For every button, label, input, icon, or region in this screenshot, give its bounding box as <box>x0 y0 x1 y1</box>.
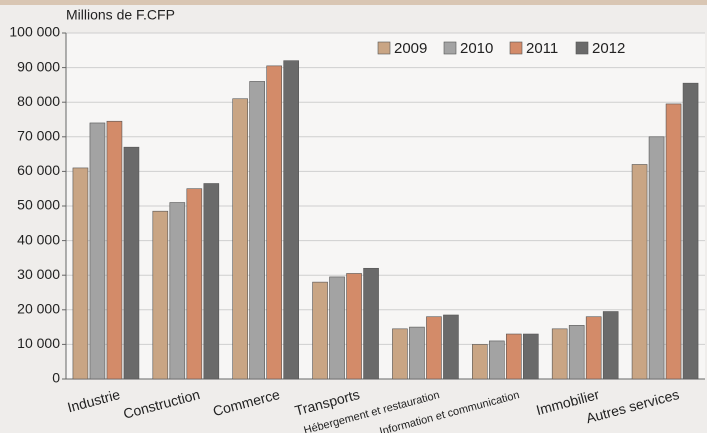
y-tick-label: 10 000 <box>17 335 60 351</box>
bar <box>152 210 169 380</box>
legend-swatch <box>509 41 523 55</box>
bar <box>506 333 522 380</box>
y-tick-label: 90 000 <box>17 58 60 74</box>
bar <box>106 120 123 380</box>
x-tick-label: Industrie <box>66 386 122 415</box>
bar <box>602 311 619 380</box>
legend-label: 2012 <box>592 40 625 57</box>
bar <box>665 103 682 380</box>
bar <box>443 314 459 380</box>
y-tick-label: 20 000 <box>17 301 60 317</box>
y-axis-title: Millions de F.CFP <box>66 7 175 23</box>
y-tick-label: 40 000 <box>17 231 60 247</box>
bar <box>682 82 699 380</box>
legend-swatch <box>377 41 391 55</box>
bar <box>283 60 299 380</box>
bar <box>123 146 140 380</box>
legend-label: 2011 <box>526 40 558 57</box>
y-tick-label: 30 000 <box>17 266 60 282</box>
x-tick-label: Autres services <box>584 386 681 426</box>
legend-swatch <box>443 41 457 55</box>
bar <box>186 188 203 380</box>
legend-swatch <box>575 41 589 55</box>
y-tick-label: 80 000 <box>17 93 60 109</box>
bar <box>346 273 362 380</box>
y-tick-label: 100 000 <box>9 24 60 40</box>
bar <box>523 333 539 380</box>
y-tick-label: 0 <box>52 370 60 386</box>
bar <box>551 328 568 380</box>
bar <box>249 81 265 380</box>
bar <box>232 98 248 380</box>
bar <box>169 202 186 380</box>
bar <box>89 122 106 380</box>
bar <box>72 167 89 380</box>
bar <box>648 136 665 380</box>
y-tick-label: 60 000 <box>17 162 60 178</box>
bar <box>426 316 442 380</box>
bar <box>363 267 379 380</box>
legend-label: 2009 <box>394 40 427 57</box>
bar <box>631 164 648 380</box>
bar <box>585 316 602 380</box>
legend-label: 2010 <box>460 40 493 57</box>
bar <box>392 328 408 380</box>
y-tick-label: 50 000 <box>17 197 60 213</box>
bar <box>489 340 505 380</box>
bar <box>568 325 585 380</box>
bar <box>472 344 488 380</box>
bar <box>329 276 345 380</box>
bar <box>312 281 328 380</box>
x-tick-label: Construction <box>121 386 201 422</box>
y-tick-label: 70 000 <box>17 128 60 144</box>
bar <box>409 326 425 380</box>
bar <box>203 183 220 380</box>
top-band <box>0 0 707 5</box>
x-tick-label: Commerce <box>211 386 281 419</box>
bar <box>266 65 282 380</box>
